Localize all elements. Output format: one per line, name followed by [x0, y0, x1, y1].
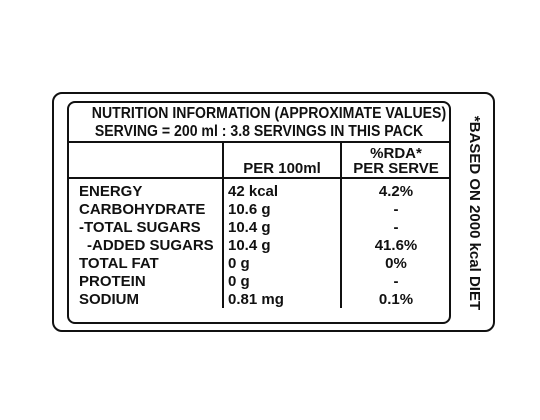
nutrient-rda: -: [393, 201, 399, 218]
column-rda-label: %RDA*: [370, 145, 422, 162]
table-header: NUTRITION INFORMATION (APPROXIMATE VALUE…: [69, 103, 449, 143]
nutrient-name: -ADDED SUGARS: [87, 237, 214, 254]
table-row: -ADDED SUGARS 10.4 g 41.6%: [69, 237, 449, 255]
column-divider: [340, 143, 342, 308]
table-row: ENERGY 42 kcal 4.2%: [69, 183, 449, 201]
table-row: TOTAL FAT 0 g 0%: [69, 255, 449, 273]
nutrient-name: ENERGY: [79, 183, 143, 200]
nutrient-rda: -: [393, 273, 399, 290]
nutrient-rda: 41.6%: [374, 237, 418, 254]
column-rda-per-serve: %RDA* PER SERVE: [342, 145, 449, 177]
nutrient-value: 42 kcal: [228, 183, 279, 200]
nutrient-name: PROTEIN: [79, 273, 146, 290]
nutrient-value: 10.6 g: [228, 201, 271, 218]
nutrient-rda: -: [393, 219, 399, 236]
nutrient-name: TOTAL FAT: [79, 255, 159, 272]
serving-info: SERVING = 200 ml : 3.8 SERVINGS IN THIS …: [94, 123, 424, 140]
nutrient-name: SODIUM: [79, 291, 139, 308]
footnote-text: *BASED ON 2000 kcal DIET: [466, 115, 483, 311]
nutrient-value: 0 g: [228, 273, 250, 290]
nutrition-table: NUTRITION INFORMATION (APPROXIMATE VALUE…: [67, 101, 451, 324]
table-row: CARBOHYDRATE 10.6 g -: [69, 201, 449, 219]
footnote: *BASED ON 2000 kcal DIET: [457, 102, 491, 324]
column-header-row: PER 100ml %RDA* PER SERVE: [69, 143, 449, 179]
nutrient-value: 10.4 g: [228, 237, 271, 254]
table-row: PROTEIN 0 g -: [69, 273, 449, 291]
nutrient-name: CARBOHYDRATE: [79, 201, 206, 218]
nutrient-rda: 0.1%: [378, 291, 414, 308]
table-row: -TOTAL SUGARS 10.4 g -: [69, 219, 449, 237]
column-divider: [222, 143, 224, 308]
nutrition-label: NUTRITION INFORMATION (APPROXIMATE VALUE…: [52, 92, 495, 332]
nutrient-value: 0 g: [228, 255, 250, 272]
column-per-100ml: PER 100ml: [243, 160, 321, 177]
nutrient-value: 0.81 mg: [228, 291, 284, 308]
nutrient-value: 10.4 g: [228, 219, 271, 236]
nutrient-name: -TOTAL SUGARS: [79, 219, 201, 236]
header-title: NUTRITION INFORMATION (APPROXIMATE VALUE…: [91, 105, 447, 122]
table-row: SODIUM 0.81 mg 0.1%: [69, 291, 449, 309]
column-per-serve-label: PER SERVE: [353, 160, 439, 177]
nutrient-rda: 4.2%: [378, 183, 414, 200]
nutrient-rda: 0%: [385, 255, 407, 272]
